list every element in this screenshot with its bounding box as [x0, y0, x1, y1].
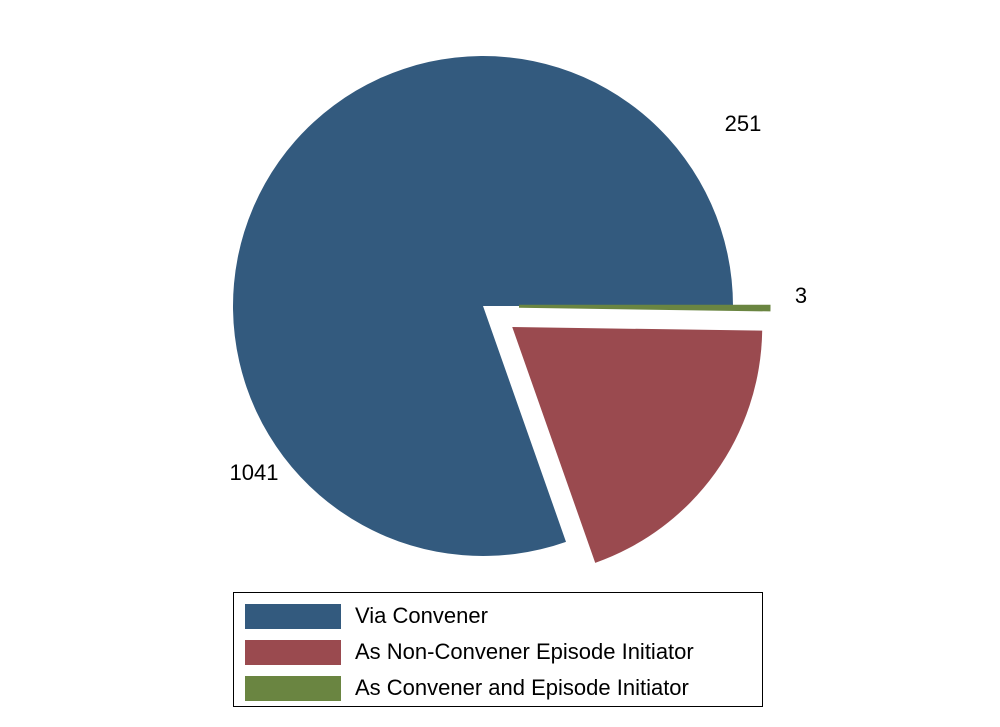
legend-label-non-convener-initiator: As Non-Convener Episode Initiator [355, 639, 694, 664]
legend: Via Convener As Non-Convener Episode Ini… [233, 592, 763, 707]
legend-swatch-convener-and-initiator [245, 675, 341, 701]
legend-swatch-non-convener-initiator [245, 639, 341, 665]
pie-slice-as-non-convener-episode-initiator [512, 327, 763, 563]
legend-swatch-via-convener [245, 603, 341, 629]
pie-slice-via-convener [233, 56, 733, 556]
slice-label-convener-and-initiator: 3 [795, 283, 807, 308]
slice-label-non-convener-initiator: 251 [725, 111, 762, 136]
legend-label-convener-and-initiator: As Convener and Episode Initiator [355, 675, 689, 700]
legend-item-non-convener-initiator: As Non-Convener Episode Initiator [245, 639, 694, 665]
pie-slice-as-convener-and-episode-initiator [518, 304, 771, 312]
legend-item-via-convener: Via Convener [245, 603, 488, 629]
labels-layer: 1041 251 3 [230, 111, 808, 485]
slice-label-via-convener: 1041 [230, 460, 279, 485]
legend-label-via-convener: Via Convener [355, 603, 488, 628]
legend-item-convener-and-initiator: As Convener and Episode Initiator [245, 675, 689, 701]
slices-layer [233, 56, 771, 563]
